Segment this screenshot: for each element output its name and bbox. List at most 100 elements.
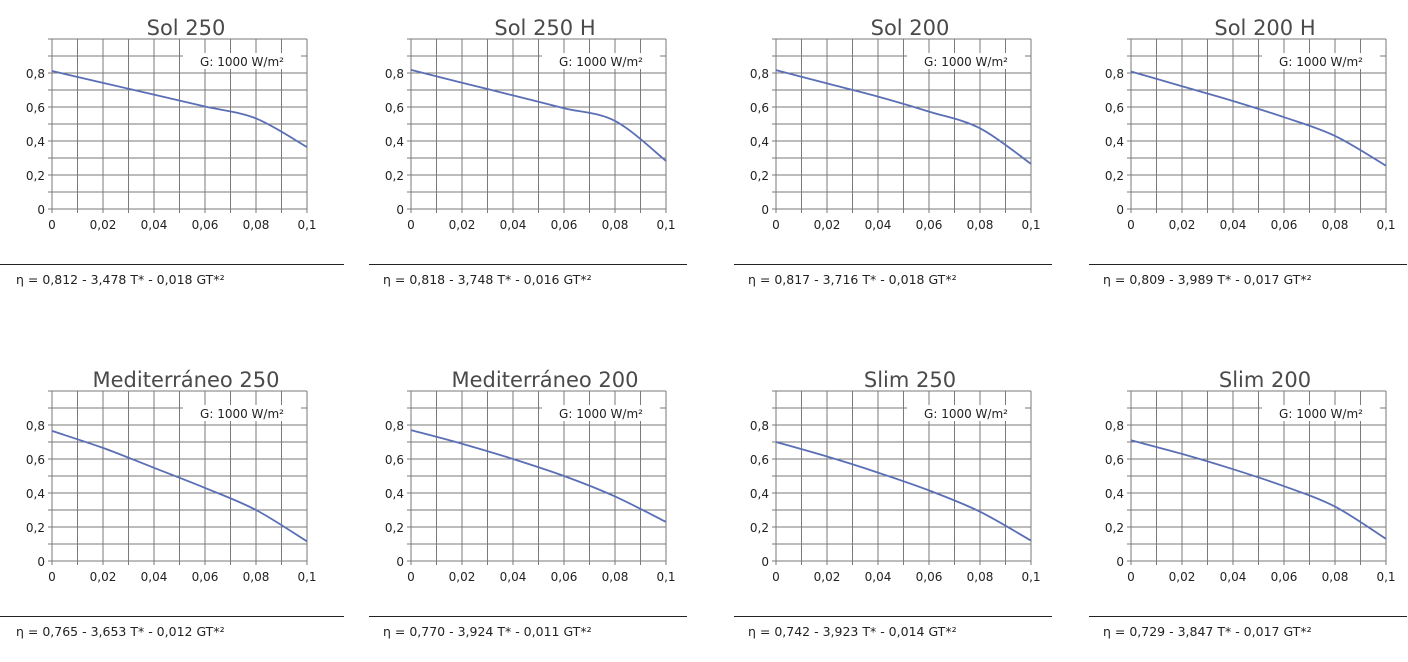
x-tick-label: 0,1 — [297, 570, 316, 584]
x-tick-label: 0,1 — [1021, 570, 1040, 584]
y-tick-label: 0,2 — [1105, 521, 1124, 535]
annotation-background — [1262, 405, 1380, 421]
annotation-background — [907, 53, 1025, 69]
y-tick-label: 0,6 — [385, 453, 404, 467]
formula-divider — [369, 264, 687, 265]
y-tick-label: 0,8 — [1105, 419, 1124, 433]
formula-divider — [1089, 616, 1407, 617]
x-tick-label: 0,04 — [1220, 218, 1247, 232]
y-tick-label: 0,6 — [26, 101, 45, 115]
x-tick-label: 0,02 — [90, 570, 117, 584]
chart-panel: Slim 200 0 0,2 0,4 0,6 0,8 0 0,02 0,04 0,06 0,08 0,… — [1085, 352, 1408, 652]
y-tick-label: 0,4 — [26, 487, 45, 501]
annotation-background — [183, 405, 301, 421]
y-tick-label: 0,8 — [26, 419, 45, 433]
efficiency-formula: η = 0,817 - 3,716 T* - 0,018 GT*² — [748, 272, 957, 287]
y-tick-label: 0 — [37, 203, 45, 217]
x-tick-label: 0,1 — [1376, 218, 1395, 232]
efficiency-formula: η = 0,729 - 3,847 T* - 0,017 GT*² — [1103, 624, 1312, 639]
y-tick-label: 0,8 — [385, 67, 404, 81]
formula-divider — [734, 264, 1052, 265]
y-tick-label: 0,2 — [385, 169, 404, 183]
x-tick-label: 0 — [48, 570, 56, 584]
efficiency-formula: η = 0,770 - 3,924 T* - 0,011 GT*² — [383, 624, 592, 639]
x-tick-label: 0,04 — [141, 218, 168, 232]
x-tick-label: 0 — [48, 218, 56, 232]
y-tick-label: 0,4 — [385, 487, 404, 501]
chart-title: Sol 200 — [870, 16, 950, 40]
y-tick-label: 0,6 — [750, 453, 769, 467]
x-tick-label: 0,08 — [243, 570, 270, 584]
chart-panel: Mediterráneo 250 0 0,2 0,4 0,6 0,8 0 0,02 0,04 0,… — [0, 352, 344, 652]
x-tick-label: 0,06 — [1271, 218, 1298, 232]
efficiency-curve — [775, 69, 1032, 165]
y-tick-label: 0,2 — [385, 521, 404, 535]
formula-divider — [0, 264, 344, 265]
x-tick-label: 0,1 — [1021, 218, 1040, 232]
y-tick-label: 0,4 — [1105, 135, 1124, 149]
chart-panel: Sol 250 H 0 0,2 0,4 0,6 0,8 0 0,02 0,04 0,06 0,08 0… — [365, 0, 695, 300]
chart-title: Sol 200 H — [1214, 16, 1316, 40]
y-tick-label: 0,2 — [750, 169, 769, 183]
efficiency-formula: η = 0,742 - 3,923 T* - 0,014 GT*² — [748, 624, 957, 639]
efficiency-curve — [775, 441, 1032, 542]
efficiency-formula: η = 0,809 - 3,989 T* - 0,017 GT*² — [1103, 272, 1312, 287]
y-tick-label: 0,8 — [750, 419, 769, 433]
y-tick-label: 0,8 — [26, 67, 45, 81]
chart-panel: Sol 200 H 0 0,2 0,4 0,6 0,8 0 0,02 0,04 0,06 0,08 0… — [1085, 0, 1408, 300]
x-tick-label: 0 — [1127, 218, 1135, 232]
irradiance-annotation: G: 1000 W/m² — [1279, 55, 1363, 69]
chart-svg: 0 0,2 0,4 0,6 0,8 0 0,02 0,04 0,06 0,08 0,1 G: 1000… — [1105, 38, 1396, 232]
x-tick-label: 0,04 — [865, 570, 892, 584]
chart-title: Mediterráneo 200 — [451, 368, 639, 392]
y-tick-label: 0,2 — [26, 521, 45, 535]
chart-title: Slim 250 — [863, 368, 957, 392]
y-tick-label: 0 — [761, 555, 769, 569]
y-tick-label: 0 — [761, 203, 769, 217]
efficiency-formula: η = 0,765 - 3,653 T* - 0,012 GT*² — [16, 624, 225, 639]
y-tick-label: 0 — [1116, 203, 1124, 217]
x-tick-label: 0,02 — [814, 570, 841, 584]
x-tick-label: 0,08 — [602, 570, 629, 584]
irradiance-annotation: G: 1000 W/m² — [559, 407, 643, 421]
y-tick-label: 0,8 — [750, 67, 769, 81]
x-tick-label: 0,08 — [967, 218, 994, 232]
x-tick-label: 0,04 — [500, 570, 527, 584]
chart-svg: 0 0,2 0,4 0,6 0,8 0 0,02 0,04 0,06 0,08 0,1 G: 1000… — [385, 38, 676, 232]
x-tick-label: 0,08 — [1322, 570, 1349, 584]
x-tick-label: 0,04 — [1220, 570, 1247, 584]
chart-title: Sol 250 H — [494, 16, 596, 40]
x-tick-label: 0,02 — [1169, 218, 1196, 232]
chart-panel: Slim 250 0 0,2 0,4 0,6 0,8 0 0,02 0,04 0,06 0,08 0,… — [730, 352, 1060, 652]
x-tick-label: 0,08 — [602, 218, 629, 232]
y-tick-label: 0 — [1116, 555, 1124, 569]
chart-svg: 0 0,2 0,4 0,6 0,8 0 0,02 0,04 0,06 0,08 0,1 G: 1000… — [26, 390, 317, 584]
y-tick-label: 0,8 — [1105, 67, 1124, 81]
y-tick-label: 0,4 — [750, 487, 769, 501]
annotation-background — [542, 405, 660, 421]
x-tick-label: 0,06 — [916, 218, 943, 232]
irradiance-annotation: G: 1000 W/m² — [200, 407, 284, 421]
x-tick-label: 0,02 — [90, 218, 117, 232]
x-tick-label: 0 — [407, 570, 415, 584]
formula-divider — [734, 616, 1052, 617]
x-tick-label: 0,06 — [551, 218, 578, 232]
y-tick-label: 0,2 — [750, 521, 769, 535]
irradiance-annotation: G: 1000 W/m² — [559, 55, 643, 69]
efficiency-curve — [51, 430, 308, 543]
chart-panel: Sol 200 0 0,2 0,4 0,6 0,8 0 0,02 0,04 0,06 0,08 0,1… — [730, 0, 1060, 300]
x-tick-label: 0,04 — [141, 570, 168, 584]
efficiency-formula: η = 0,812 - 3,478 T* - 0,018 GT*² — [16, 272, 225, 287]
irradiance-annotation: G: 1000 W/m² — [924, 55, 1008, 69]
y-tick-label: 0,6 — [385, 101, 404, 115]
x-tick-label: 0,02 — [814, 218, 841, 232]
formula-divider — [1089, 264, 1407, 265]
y-tick-label: 0,6 — [1105, 453, 1124, 467]
x-tick-label: 0,04 — [865, 218, 892, 232]
x-tick-label: 0,06 — [1271, 570, 1298, 584]
chart-svg: 0 0,2 0,4 0,6 0,8 0 0,02 0,04 0,06 0,08 0,1 G: 1000… — [750, 390, 1041, 584]
chart-svg: 0 0,2 0,4 0,6 0,8 0 0,02 0,04 0,06 0,08 0,1 G: 1000… — [1105, 390, 1396, 584]
x-tick-label: 0,08 — [1322, 218, 1349, 232]
x-tick-label: 0,08 — [243, 218, 270, 232]
x-tick-label: 0,02 — [1169, 570, 1196, 584]
